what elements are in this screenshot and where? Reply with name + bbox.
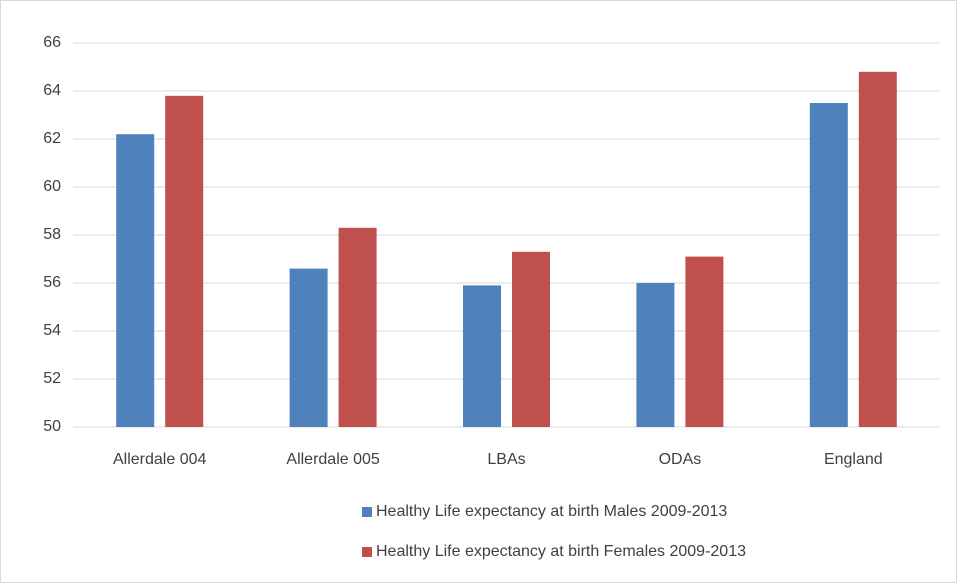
bar [636,283,675,427]
bar [116,134,155,427]
legend-swatch [362,547,372,557]
y-tick-label: 66 [43,34,61,51]
legend-label: Healthy Life expectancy at birth Females… [376,543,746,560]
bar [289,268,328,427]
y-tick-label: 58 [43,226,61,243]
bar [463,285,501,427]
legend-label: Healthy Life expectancy at birth Males 2… [376,503,727,520]
y-tick-label: 52 [43,370,61,387]
y-tick-label: 56 [43,274,61,291]
y-tick-label: 54 [43,322,61,339]
x-tick-label: Allerdale 005 [286,451,380,468]
x-tick-label: Allerdale 004 [113,451,207,468]
bar [338,227,377,427]
y-tick-label: 62 [43,130,61,147]
y-tick-label: 50 [43,418,61,435]
bar [858,71,897,428]
bar [165,95,204,428]
legend-swatch [362,507,372,517]
y-tick-label: 64 [43,82,61,99]
y-tick-label: 60 [43,178,61,195]
x-tick-label: England [824,451,883,468]
bar [512,251,550,427]
bar [809,103,848,427]
x-tick-label: ODAs [659,451,702,468]
x-tick-label: LBAs [487,451,525,468]
bar [685,256,724,427]
